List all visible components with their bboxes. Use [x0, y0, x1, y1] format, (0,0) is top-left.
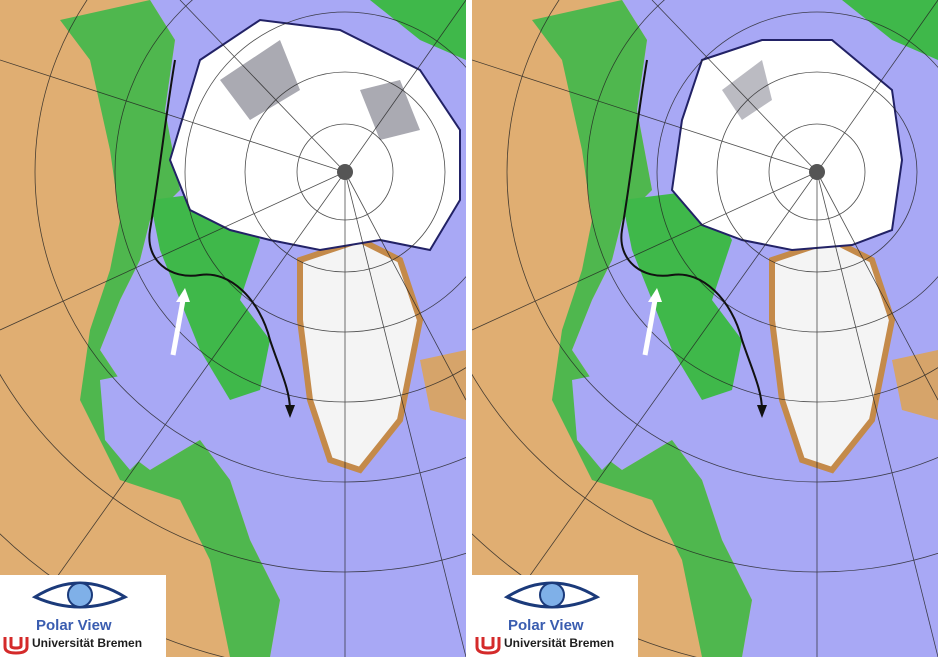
svalbard-region: [892, 350, 938, 420]
hudson-bay: [572, 370, 642, 470]
marker-arrowhead: [176, 288, 190, 302]
map-canvas-right: [472, 0, 938, 657]
sea-ice-cover: [670, 39, 904, 252]
northwest-passage-route: [148, 59, 291, 411]
logo-title: Polar View: [508, 617, 584, 634]
panel-divider: [466, 0, 472, 657]
polar-view-eye-logo: [31, 581, 129, 609]
marker-arrow: [170, 299, 186, 356]
sea-ice-map-left: Polar View Universität Bremen: [0, 0, 466, 657]
university-bremen-u-logo: [475, 637, 501, 655]
logo-institution: Universität Bremen: [32, 636, 143, 650]
north-pole-marker-icon: [337, 164, 353, 180]
polar-view-eye-logo: [503, 581, 601, 609]
arctic-islands: [622, 190, 742, 400]
north-pole-marker-icon: [809, 164, 825, 180]
sea-ice-map-right: Polar View Universität Bremen: [472, 0, 938, 657]
polar-view-logo: Polar View Universität Bremen: [0, 575, 166, 657]
greenland: [769, 236, 896, 474]
map-canvas-left: [0, 0, 466, 657]
university-bremen-u-logo: [3, 637, 29, 655]
polar-view-logo: Polar View Universität Bremen: [472, 575, 638, 657]
marker-arrowhead: [648, 288, 662, 302]
graticule: [0, 0, 466, 657]
logo-institution: Universität Bremen: [504, 636, 615, 650]
ice-texture: [220, 40, 420, 140]
route-arrowhead: [757, 405, 767, 418]
ice-texture: [722, 60, 772, 120]
route-arrowhead: [285, 405, 295, 418]
greenland: [297, 236, 424, 474]
marker-arrow: [642, 299, 658, 356]
svalbard-region: [420, 350, 466, 420]
logo-title: Polar View: [36, 617, 112, 634]
arctic-islands: [150, 190, 270, 400]
northwest-passage-route: [620, 59, 763, 411]
hudson-bay: [100, 370, 170, 470]
